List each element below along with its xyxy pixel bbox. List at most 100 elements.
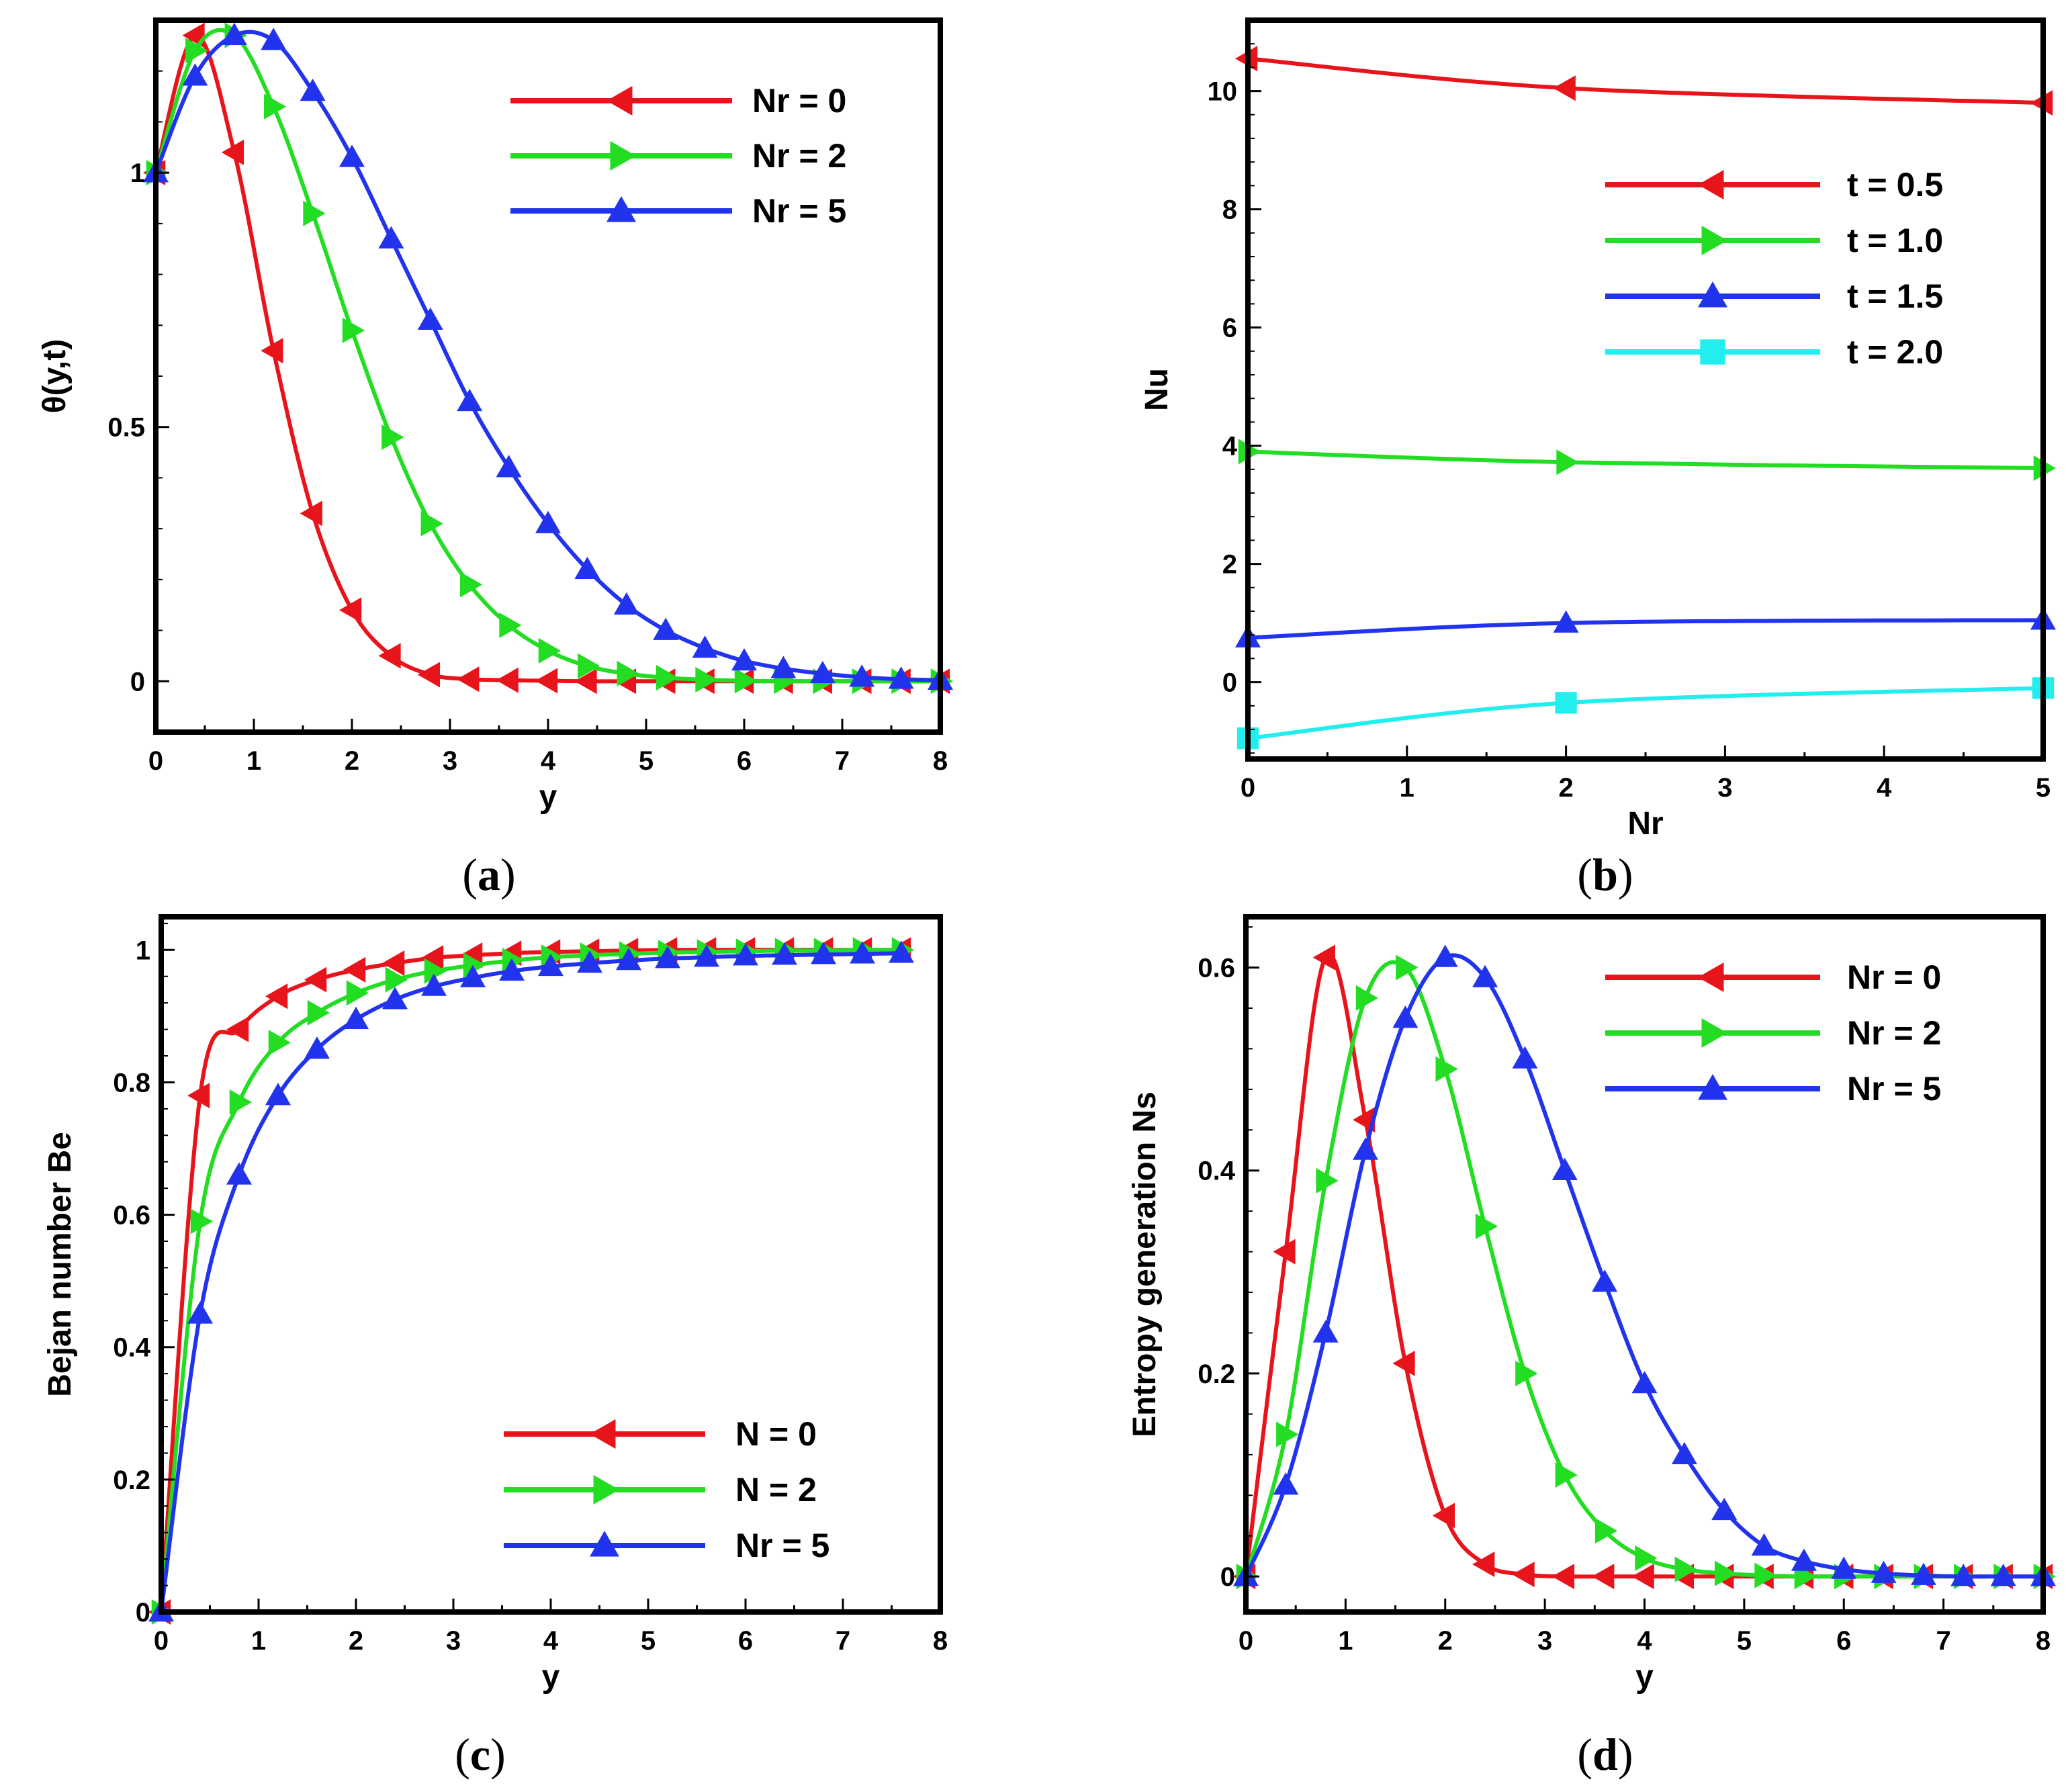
data-point-a-2-15 [731,648,757,671]
data-point-a-2-12 [613,592,639,615]
data-point-d-0-10 [1631,1564,1654,1590]
data-point-a-2-2 [221,22,247,45]
series-line-d-1 [1246,960,2043,1579]
legend-marker [1698,281,1727,308]
data-point-d-2-15 [1831,1556,1857,1579]
y-tick-label: 0 [136,1598,150,1627]
y-tick-label: 0.4 [1198,1157,1235,1186]
x-tick-label: 3 [443,746,457,776]
data-point-d-1-1 [1276,1421,1299,1447]
data-point-b-3-1 [1555,692,1577,714]
y-tick-label: 2 [1222,550,1237,580]
panel-caption: (b) [1577,849,1633,900]
data-point-c-2-7 [421,973,447,996]
x-tick-label: 1 [1338,1626,1353,1656]
data-point-a-1-13 [656,664,679,690]
data-point-a-0-2 [221,139,244,165]
legend-label: t = 1.0 [1847,222,1943,259]
y-tick-label: 0 [1222,668,1237,698]
x-tick-label: 3 [1717,773,1732,803]
data-point-d-0-1 [1273,1239,1296,1265]
legend-marker [1701,226,1727,255]
data-point-d-1-9 [1594,1518,1618,1544]
data-point-d-2-9 [1592,1269,1618,1292]
data-point-a-1-14 [695,667,718,693]
data-point-c-2-8 [460,965,486,987]
legend-label: Nr = 5 [752,192,846,230]
legend-label: Nr = 2 [752,137,846,175]
data-point-a-1-4 [303,200,326,226]
legend-label: t = 1.5 [1847,277,1943,315]
data-point-a-0-9 [496,667,519,693]
data-point-b-1-1 [1556,449,1579,476]
data-point-d-2-1 [1273,1472,1299,1495]
data-point-c-2-9 [499,958,525,981]
legend-label: t = 0.5 [1847,166,1943,204]
data-point-a-0-5 [339,597,362,623]
x-tick-label: 2 [1558,773,1573,803]
x-tick-label: 1 [246,746,261,776]
y-tick-label: 0.2 [1198,1359,1235,1389]
data-point-a-0-11 [574,668,597,695]
x-tick-label: 7 [1936,1626,1951,1656]
data-point-a-2-11 [574,556,600,579]
data-point-d-2-16 [1871,1560,1897,1583]
y-tick-label: 1 [130,159,145,188]
data-point-a-1-6 [381,424,404,450]
data-point-a-1-11 [578,653,600,679]
x-tick-label: 6 [738,1626,753,1656]
legend: Nr = 0 Nr = 2 Nr = 5 [510,82,846,230]
data-point-a-0-3 [261,338,283,364]
x-tick-label: 5 [641,1626,656,1656]
data-point-d-2-8 [1551,1157,1578,1180]
legend-marker [593,1475,619,1505]
x-tick-label: 8 [933,746,948,776]
data-point-a-0-7 [417,662,441,688]
data-point-c-1-3 [268,1030,291,1056]
x-tick-label: 7 [835,746,850,776]
data-point-a-1-1 [185,38,208,64]
data-point-a-2-7 [417,307,443,330]
legend-marker [1698,1074,1727,1100]
data-point-c-2-14 [694,944,719,967]
x-axis-label: Nr [1627,806,1663,842]
x-tick-label: 4 [1637,1626,1652,1656]
data-point-c-1-4 [307,999,330,1026]
data-point-d-0-8 [1551,1564,1575,1590]
data-point-c-2-13 [655,946,680,969]
data-point-a-2-17 [809,660,836,684]
data-point-a-2-5 [339,144,365,167]
x-tick-label: 2 [349,1626,363,1656]
legend-marker [1698,170,1724,199]
x-tick-label: 3 [1537,1626,1552,1656]
legend-label: Nr = 5 [1847,1070,1941,1108]
data-point-a-1-9 [499,613,522,638]
y-tick-label: 0.4 [113,1333,150,1363]
data-point-c-2-5 [343,1006,369,1030]
panel-a: 0 1 2 3 4 5 6 7 8 0 0.5 1 y θ(y,t) Nr = 0 Nr = 2 Nr = 5 (… [37,17,953,900]
x-tick-label: 4 [1877,773,1892,803]
data-point-c-0-5 [343,956,366,983]
legend-marker [606,86,633,116]
data-point-c-1-2 [229,1089,252,1115]
data-point-a-0-8 [457,666,480,692]
data-point-d-2-13 [1751,1533,1777,1556]
data-point-a-0-6 [378,643,401,669]
y-tick-label: 8 [1222,195,1237,225]
series-line-b-3 [1248,686,2043,741]
series-line-b-0 [1248,56,2043,105]
data-point-d-1-4 [1396,954,1419,981]
data-point-c-2-17 [811,942,836,965]
data-point-c-2-15 [733,943,758,966]
x-tick-label: 3 [446,1626,461,1656]
data-point-d-2-3 [1353,1137,1379,1160]
x-axis-label: y [539,779,557,815]
data-point-a-2-19 [888,666,914,689]
legend-marker [1701,1018,1727,1048]
data-point-c-1-1 [190,1208,213,1235]
x-tick-label: 0 [1241,773,1255,803]
data-point-d-2-14 [1791,1548,1817,1571]
data-point-c-0-6 [382,950,405,976]
data-point-c-2-11 [577,950,602,973]
